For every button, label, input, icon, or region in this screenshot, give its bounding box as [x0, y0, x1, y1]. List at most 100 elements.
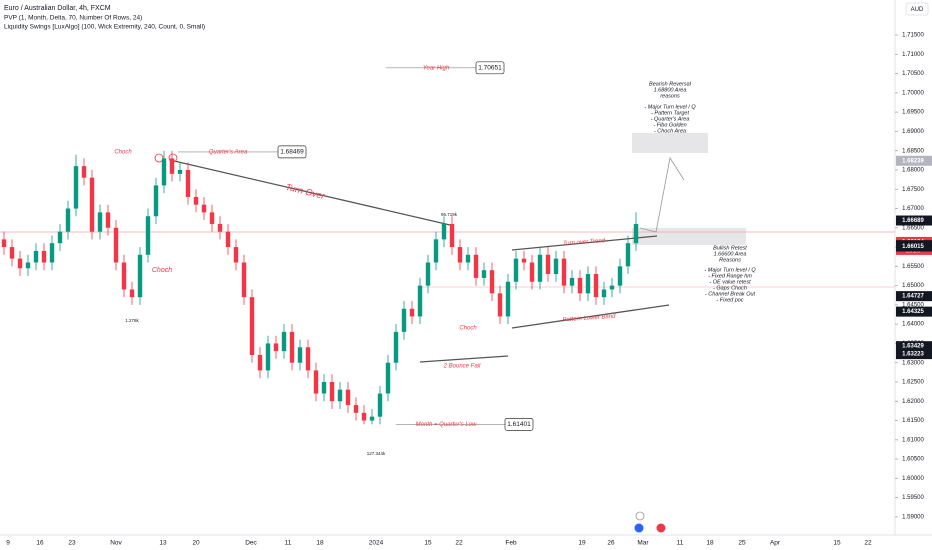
candle-body [329, 381, 335, 402]
annotation: Turn over Trend [563, 238, 606, 247]
event-icon[interactable] [634, 523, 644, 533]
price-label: 1.66015 [902, 244, 924, 250]
level-box [475, 61, 505, 75]
channel-lower-line [511, 304, 670, 329]
y-tick-label: 1.65500 [902, 264, 924, 270]
channel-upper-line [511, 235, 658, 251]
volume-note: 95.719k [441, 212, 458, 217]
level-value: 1.68469 [280, 149, 304, 156]
candle-body [409, 308, 415, 317]
bullish-note: - Gaps Choch [713, 285, 747, 291]
candle-body [417, 285, 423, 317]
candle-body [585, 274, 591, 294]
swing-marker [154, 153, 164, 163]
y-tick-label: 1.64500 [902, 302, 924, 308]
y-tick-label: 1.60500 [902, 457, 924, 463]
bearish-note: reasons [660, 93, 680, 99]
y-tick-label: 1.66500 [902, 225, 924, 231]
x-tick-label: 11 [677, 540, 684, 547]
y-tick-label: 1.65000 [902, 283, 924, 289]
price-label: 1.68239 [902, 158, 924, 164]
bearish-note: - Quarter's Area [651, 116, 690, 122]
price-label-bg [896, 341, 932, 352]
candle-body [537, 254, 543, 282]
price-label-bg [896, 241, 932, 252]
candle-body [513, 258, 519, 282]
candle-body [553, 258, 559, 275]
candle-body [313, 370, 319, 394]
chart-title: Euro / Australian Dollar, 4h, FXCM [4, 5, 111, 12]
candle-body [41, 250, 47, 263]
candle-body [561, 258, 567, 286]
x-tick-label: 23 [68, 540, 76, 547]
candle-body [569, 277, 575, 286]
currency-button[interactable] [905, 2, 929, 16]
event-icon[interactable] [656, 523, 666, 533]
candle-body [89, 177, 95, 232]
x-tick-label: 15 [424, 540, 432, 547]
price-axis-panel [895, 0, 932, 535]
annotation: Pattern Lower Band [562, 314, 616, 324]
candle-body [17, 258, 23, 269]
candle-body [185, 169, 191, 197]
candle-body [481, 270, 487, 278]
bearish-note: - Choch Area [654, 128, 686, 134]
annotation: Choch [459, 326, 477, 332]
bullish-note: - Major Turn level / Q [704, 267, 756, 273]
price-label-bg [896, 291, 932, 302]
bullish-note: - Channel Break Out [705, 291, 756, 297]
x-tick-label: Nov [110, 540, 122, 547]
candle-body [369, 416, 375, 421]
event-icon[interactable] [635, 511, 645, 521]
x-tick-label: 20 [192, 540, 200, 547]
price-label-bg [896, 349, 932, 360]
candle-body [73, 166, 79, 209]
candle-body [105, 212, 111, 228]
x-tick-label: Dec [245, 540, 257, 547]
x-tick-label: 13 [159, 540, 167, 547]
bullish-note: 1.66600 Area [714, 251, 747, 257]
y-tick-label: 1.59500 [902, 495, 924, 501]
x-tick-label: 26 [607, 540, 615, 547]
candle-body [241, 262, 247, 298]
candle-body [201, 204, 207, 213]
level-box [277, 145, 307, 159]
candle-body [137, 254, 143, 298]
candle-body [297, 347, 303, 363]
x-tick-label: 19 [578, 540, 586, 547]
candle-body [593, 274, 599, 298]
x-tick-label: 9 [6, 540, 10, 547]
y-tick-label: 1.68500 [902, 148, 924, 154]
bearish-note: - Pattern Target [651, 110, 689, 116]
bullish-note: Reasons [719, 257, 741, 263]
candle-body [209, 212, 215, 224]
candle-body [617, 266, 623, 286]
candle-body [425, 262, 431, 286]
indicator-label: Liquidity Swings [LuxAlgo] (100, Wick Ex… [4, 24, 205, 31]
y-tick-label: 1.59000 [902, 514, 924, 520]
candle-body [265, 343, 271, 371]
candle-body [601, 289, 607, 298]
price-label-bg [896, 215, 932, 226]
x-tick-label: Mar [637, 540, 649, 547]
bullish-note: - OE value retest [709, 279, 751, 285]
candle-body [25, 262, 31, 269]
candle-body [217, 223, 223, 232]
price-label: 1.63223 [902, 352, 924, 358]
x-tick-label: 25 [738, 540, 746, 547]
candle-body [273, 343, 279, 352]
level-caption: Quarter's Area [209, 149, 248, 155]
candle-body [497, 293, 503, 317]
annotation: 2 Bounce Fail [443, 364, 481, 370]
x-tick-label: 2024 [369, 540, 384, 547]
candle-body [249, 297, 255, 355]
y-tick-label: 1.69000 [902, 129, 924, 135]
currency-label[interactable]: AUD [911, 7, 924, 13]
candle-body [161, 158, 167, 186]
level-box [504, 417, 534, 431]
level-caption: Year High [423, 65, 450, 71]
bearish-note: 1.68800 Area [654, 87, 687, 93]
y-tick-label: 1.69500 [902, 110, 924, 116]
